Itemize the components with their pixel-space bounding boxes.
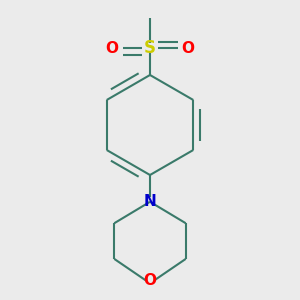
Text: O: O (143, 273, 157, 288)
Text: N: N (144, 194, 156, 209)
Text: S: S (144, 39, 156, 57)
Text: O: O (182, 41, 195, 56)
Text: O: O (105, 41, 118, 56)
